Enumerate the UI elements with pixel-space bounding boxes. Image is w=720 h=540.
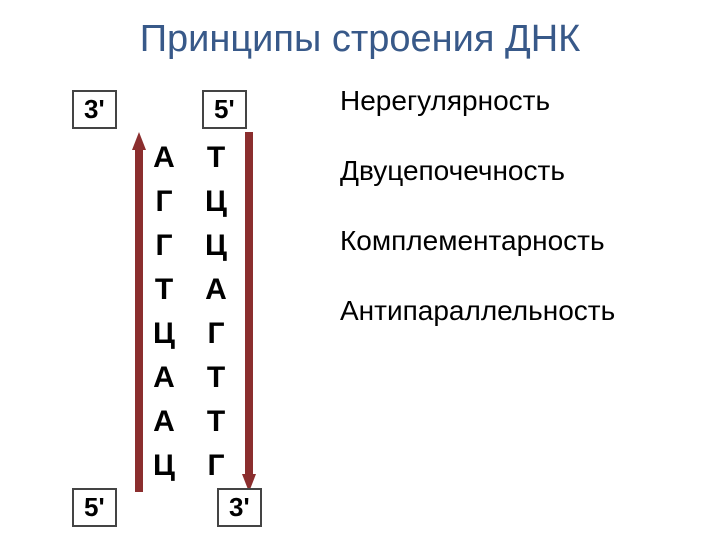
base: А [152,400,176,444]
principles-list: Нерегулярность Двуцепочечность Комплемен… [340,85,710,365]
principle-item: Антипараллельность [340,295,710,327]
end-label-3-top: 3' [72,90,117,129]
base: Г [152,224,176,268]
base: Ц [152,444,176,488]
principle-item: Комплементарность [340,225,710,257]
base: Т [152,268,176,312]
base: Т [204,356,228,400]
page-title: Принципы строения ДНК [0,18,720,61]
left-strand-bases: А Г Г Т Ц А А Ц [152,136,176,488]
base: Г [204,312,228,356]
right-strand-bases: Т Ц Ц А Г Т Т Г [204,136,228,488]
base: Ц [204,180,228,224]
base: Т [204,136,228,180]
end-label-3-bottom: 3' [217,488,262,527]
base: А [152,356,176,400]
end-label-5-bottom: 5' [72,488,117,527]
base: Г [152,180,176,224]
base: Г [204,444,228,488]
principle-item: Двуцепочечность [340,155,710,187]
base: Ц [204,224,228,268]
base: А [204,268,228,312]
arrow-left-up [132,132,146,492]
base: Ц [152,312,176,356]
principle-item: Нерегулярность [340,85,710,117]
arrow-right-down [242,132,256,492]
base: Т [204,400,228,444]
end-label-5-top: 5' [202,90,247,129]
base: А [152,136,176,180]
